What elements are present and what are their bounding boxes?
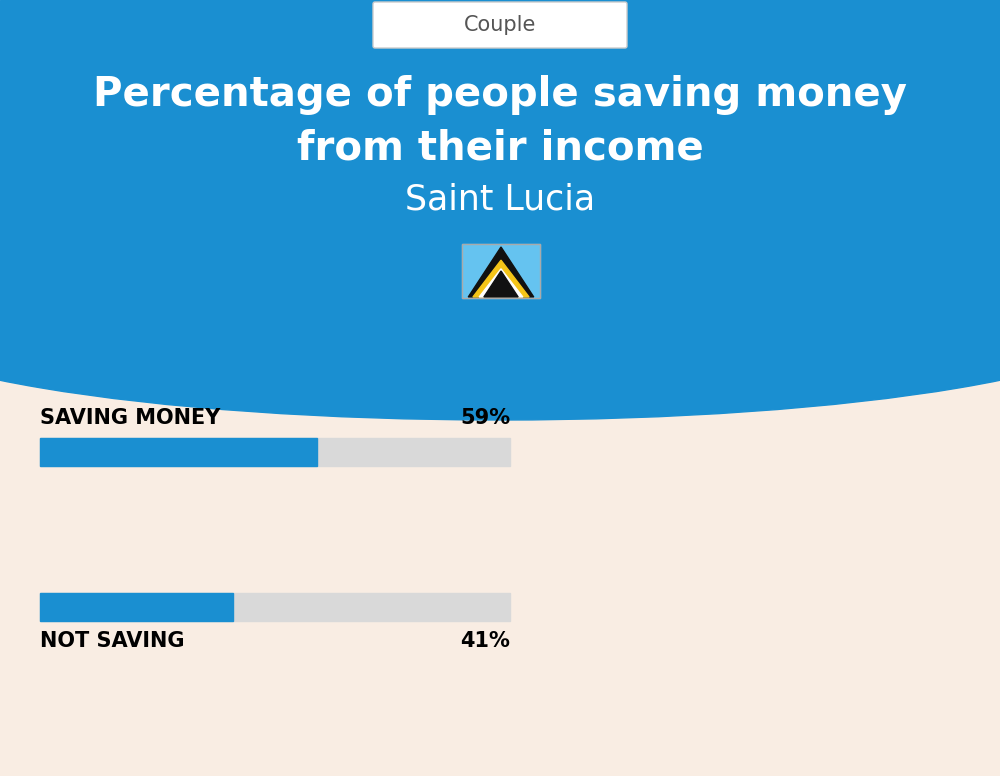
FancyBboxPatch shape [373, 2, 627, 48]
Bar [40, 593, 510, 621]
Bar [40, 438, 317, 466]
Text: 59%: 59% [460, 408, 510, 428]
Polygon shape [468, 247, 534, 297]
Text: SAVING MONEY: SAVING MONEY [40, 408, 220, 428]
Bar [462, 244, 540, 298]
Bar [40, 593, 233, 621]
Polygon shape [484, 271, 518, 297]
Bar [462, 244, 540, 298]
Text: Saint Lucia: Saint Lucia [405, 183, 595, 217]
Text: 41%: 41% [460, 631, 510, 651]
Text: from their income: from their income [297, 128, 703, 168]
Bar [0, 0, 1000, 310]
Polygon shape [479, 268, 523, 297]
Text: NOT SAVING: NOT SAVING [40, 631, 184, 651]
Text: Percentage of people saving money: Percentage of people saving money [93, 75, 907, 115]
Polygon shape [473, 260, 529, 297]
Bar [40, 438, 510, 466]
Ellipse shape [0, 200, 1000, 420]
Text: Couple: Couple [464, 15, 536, 35]
